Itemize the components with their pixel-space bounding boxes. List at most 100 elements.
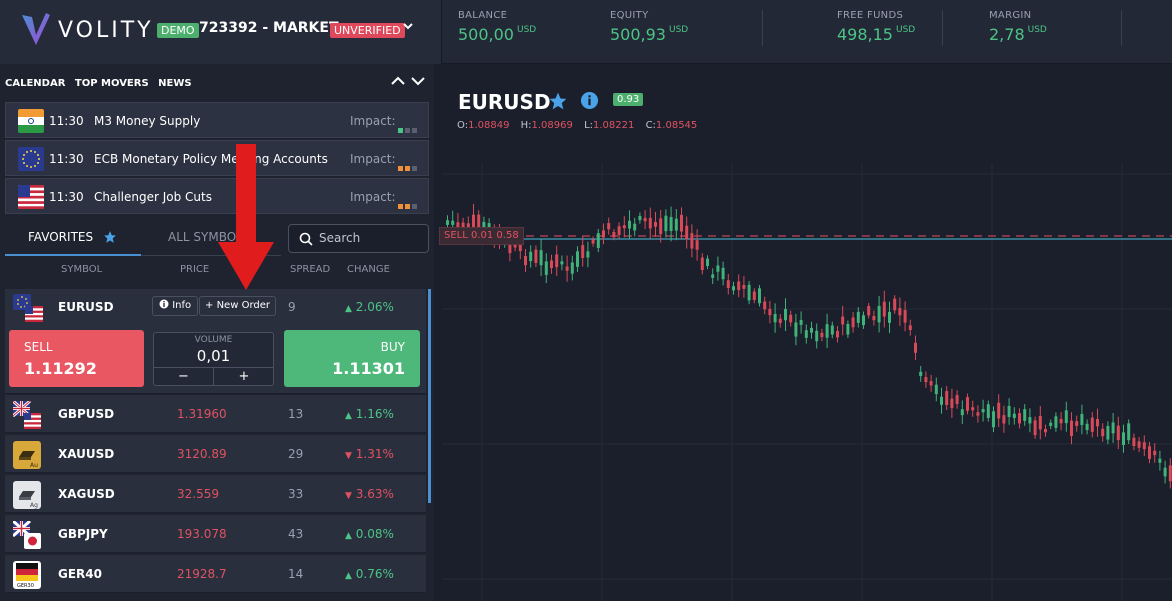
candle-body xyxy=(768,308,772,316)
candlestick-chart[interactable] xyxy=(442,64,1172,601)
news-item[interactable]: 11:30 ECB Monetary Policy Meeting Accoun… xyxy=(5,140,429,176)
symbol-spread: 43 xyxy=(288,527,304,541)
symbol-name: GER40 xyxy=(58,567,102,581)
triangle-up-icon: ▲ xyxy=(345,411,352,421)
ohlc-readout: O:1.08849 H:1.08969 L:1.08221 C:1.08545 xyxy=(457,120,705,131)
symbol-change: ▲ 2.06% xyxy=(345,300,394,314)
balance-stat: BALANCE 500,00 USD xyxy=(458,0,536,64)
candle-body xyxy=(825,324,829,338)
buy-button[interactable]: BUY 1.11301 xyxy=(284,330,420,387)
candle-body xyxy=(1018,413,1021,424)
us-flag-icon xyxy=(18,185,44,209)
chevron-down-icon[interactable] xyxy=(402,20,414,36)
tab-calendar[interactable]: CALENDAR xyxy=(5,78,66,89)
candle-body xyxy=(669,216,673,231)
candle-body xyxy=(550,260,553,269)
ohlc-low: 1.08221 xyxy=(593,120,635,131)
account-selector[interactable]: 723392 - MARKET... xyxy=(199,20,353,36)
symbol-row[interactable]: GBPUSD 1.31960 13 ▲ 1.16% xyxy=(5,395,426,433)
tab-news[interactable]: NEWS xyxy=(158,78,192,89)
symbol-spread: 29 xyxy=(288,447,304,461)
candle-body xyxy=(784,309,787,321)
impact-label: Impact: xyxy=(350,152,396,166)
candle-body xyxy=(700,257,704,271)
candle-body xyxy=(737,281,741,291)
symbol-price: 21928.7 xyxy=(177,567,227,581)
gbpjpy-flag-icon xyxy=(13,521,41,549)
candle-body xyxy=(529,251,533,262)
change-value: 1.16% xyxy=(355,407,394,421)
news-item[interactable]: 11:30 Challenger Job Cuts Impact: xyxy=(5,178,429,214)
candle-body xyxy=(1007,405,1011,417)
candle-body xyxy=(664,215,668,232)
candle-body xyxy=(1168,465,1172,482)
volume-decrease-button[interactable]: − xyxy=(154,367,214,386)
list-scrollbar[interactable] xyxy=(428,289,431,503)
triangle-down-icon: ▼ xyxy=(345,451,352,461)
candle-body xyxy=(711,274,715,278)
new-order-button[interactable]: + New Order xyxy=(199,296,276,316)
top-bar: VOLITY DEMO 723392 - MARKET... UNVERIFIE… xyxy=(0,0,1172,64)
sell-label: SELL xyxy=(24,340,53,354)
ohlc-open: 1.08849 xyxy=(468,120,510,131)
volume-increase-button[interactable]: + xyxy=(214,367,274,386)
candle-body xyxy=(555,254,559,268)
candle-body xyxy=(1158,458,1162,463)
stat-label: FREE FUNDS xyxy=(837,10,904,21)
stat-label: MARGIN xyxy=(989,10,1032,21)
stat-value: 2,78 xyxy=(989,25,1025,44)
volume-stepper: VOLUME 0,01 − + xyxy=(153,332,274,386)
chevron-up-icon[interactable] xyxy=(390,74,406,88)
candle-body xyxy=(872,315,876,321)
candle-body xyxy=(1106,425,1110,440)
tab-all-symbols[interactable]: ALL SYMBOLS xyxy=(141,224,281,256)
candle-body xyxy=(986,404,990,418)
open-position-tag[interactable]: SELL 0.01 0.58 xyxy=(439,227,524,245)
candle-body xyxy=(1054,416,1058,428)
sell-price: 1.11292 xyxy=(24,359,97,378)
ohlc-high: 1.08969 xyxy=(531,120,573,131)
candle-body xyxy=(971,407,975,411)
candle-body xyxy=(648,217,652,229)
symbol-row[interactable]: GBPJPY 193.078 43 ▲ 0.08% xyxy=(5,515,426,553)
candle-body xyxy=(1038,415,1042,430)
info-button[interactable]: Info xyxy=(152,296,199,316)
candle-body xyxy=(929,381,933,386)
demo-badge: DEMO xyxy=(157,23,199,38)
info-icon[interactable] xyxy=(580,91,599,110)
news-time: 11:30 xyxy=(49,190,84,204)
candle-body xyxy=(908,325,912,331)
symbol-row-expanded[interactable]: EURUSD Info + New Order 9 ▲ 2.06% SELL 1… xyxy=(5,289,426,394)
symbol-name: XAGUSD xyxy=(58,487,115,501)
candle-body xyxy=(1137,441,1141,448)
sell-button[interactable]: SELL 1.11292 xyxy=(9,330,144,387)
divider xyxy=(762,10,763,46)
symbol-row[interactable]: GER30 GER40 21928.7 14 ▲ 0.76% xyxy=(5,555,426,593)
candle-body xyxy=(456,222,460,230)
candle-body xyxy=(472,214,475,231)
candle-body xyxy=(612,231,616,238)
candle-body xyxy=(950,398,954,409)
column-symbol: SYMBOL xyxy=(61,264,103,275)
change-value: 3.63% xyxy=(355,487,394,501)
tab-top-movers[interactable]: TOP MOVERS xyxy=(74,78,149,89)
candle-body xyxy=(628,220,631,229)
search-input[interactable]: Search xyxy=(288,224,429,253)
symbol-row[interactable]: Ag XAGUSD 32.559 33 ▼ 3.63% xyxy=(5,475,426,513)
candle-body xyxy=(1127,423,1131,441)
germany-flag-icon: GER30 xyxy=(13,561,41,589)
symbol-price: 193.078 xyxy=(177,527,227,541)
buy-label: BUY xyxy=(380,340,405,354)
account-header[interactable]: VOLITY DEMO 723392 - MARKET... UNVERIFIE… xyxy=(0,0,442,64)
price-chart[interactable]: EURUSD 0.93 O:1.08849 H:1.08969 L:1.0822… xyxy=(439,64,1172,601)
symbol-row[interactable]: Au XAUUSD 3120.89 29 ▼ 1.31% xyxy=(5,435,426,473)
symbol-spread: 9 xyxy=(288,300,296,314)
tab-favorites[interactable]: FAVORITES xyxy=(5,224,141,256)
candle-body xyxy=(862,315,865,326)
candle-body xyxy=(680,214,683,232)
favorite-star-icon[interactable] xyxy=(548,91,568,111)
candle-body xyxy=(732,286,735,291)
chevron-down-icon[interactable] xyxy=(410,74,426,88)
news-item[interactable]: 11:30 M3 Money Supply Impact: xyxy=(5,102,429,138)
volume-input[interactable]: 0,01 xyxy=(196,347,231,365)
